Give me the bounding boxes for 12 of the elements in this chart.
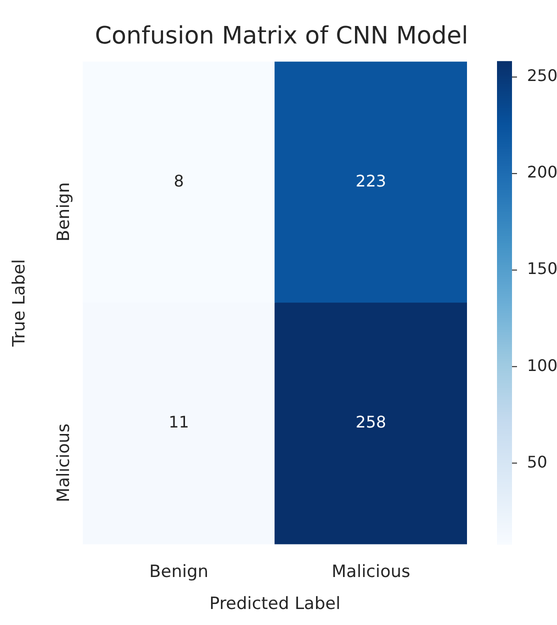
color-bar-label: 50 (527, 452, 548, 472)
y-axis-title: True Label (10, 259, 30, 348)
x-axis-title: Predicted Label (209, 594, 340, 614)
color-bar-label: 250 (527, 66, 557, 86)
color-bar-label: 150 (527, 259, 557, 278)
data-label: 223 (356, 171, 386, 190)
data-label: 258 (356, 412, 386, 432)
data-label: 11 (168, 412, 190, 432)
color-bar-label: 200 (527, 162, 557, 182)
data-label: 8 (174, 171, 184, 190)
chart-title: Confusion Matrix of CNN Model (94, 21, 468, 50)
color-bar-label: 100 (527, 356, 557, 375)
